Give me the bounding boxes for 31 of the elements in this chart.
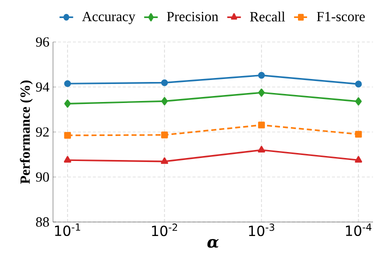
point [161,79,168,86]
y-axis-title: Performance (%) [20,80,33,184]
legend-label: F1-score [316,12,365,22]
x-tick-label: 10$^{-2}$ [152,224,178,236]
point [258,146,266,152]
y-tick-label: 88 [36,217,49,227]
point [258,122,265,128]
point [64,100,71,108]
y-tick-label: 90 [36,172,49,182]
point [355,130,362,138]
y-tick-label: 94 [36,82,50,92]
legend-label: Precision [166,12,218,22]
y-tick-label: 96 [36,37,50,47]
point [355,80,362,88]
point [160,157,168,164]
legend-label: Recall [250,12,285,22]
x-tick-label: 10$^{-1}$ [55,224,80,236]
x-tick-label: 10$^{-4}$ [346,224,372,236]
x-axis-title: α [207,239,219,248]
point [64,156,72,163]
point [64,132,71,139]
point [258,72,265,79]
point [258,88,265,97]
point [161,97,168,106]
point [354,156,362,163]
x-tick-label: 10$^{-3}$ [249,224,274,236]
y-tick-label: 92 [36,127,49,137]
point [355,97,362,106]
legend-label: Accuracy [82,12,136,24]
point [161,132,168,138]
point [64,80,71,88]
